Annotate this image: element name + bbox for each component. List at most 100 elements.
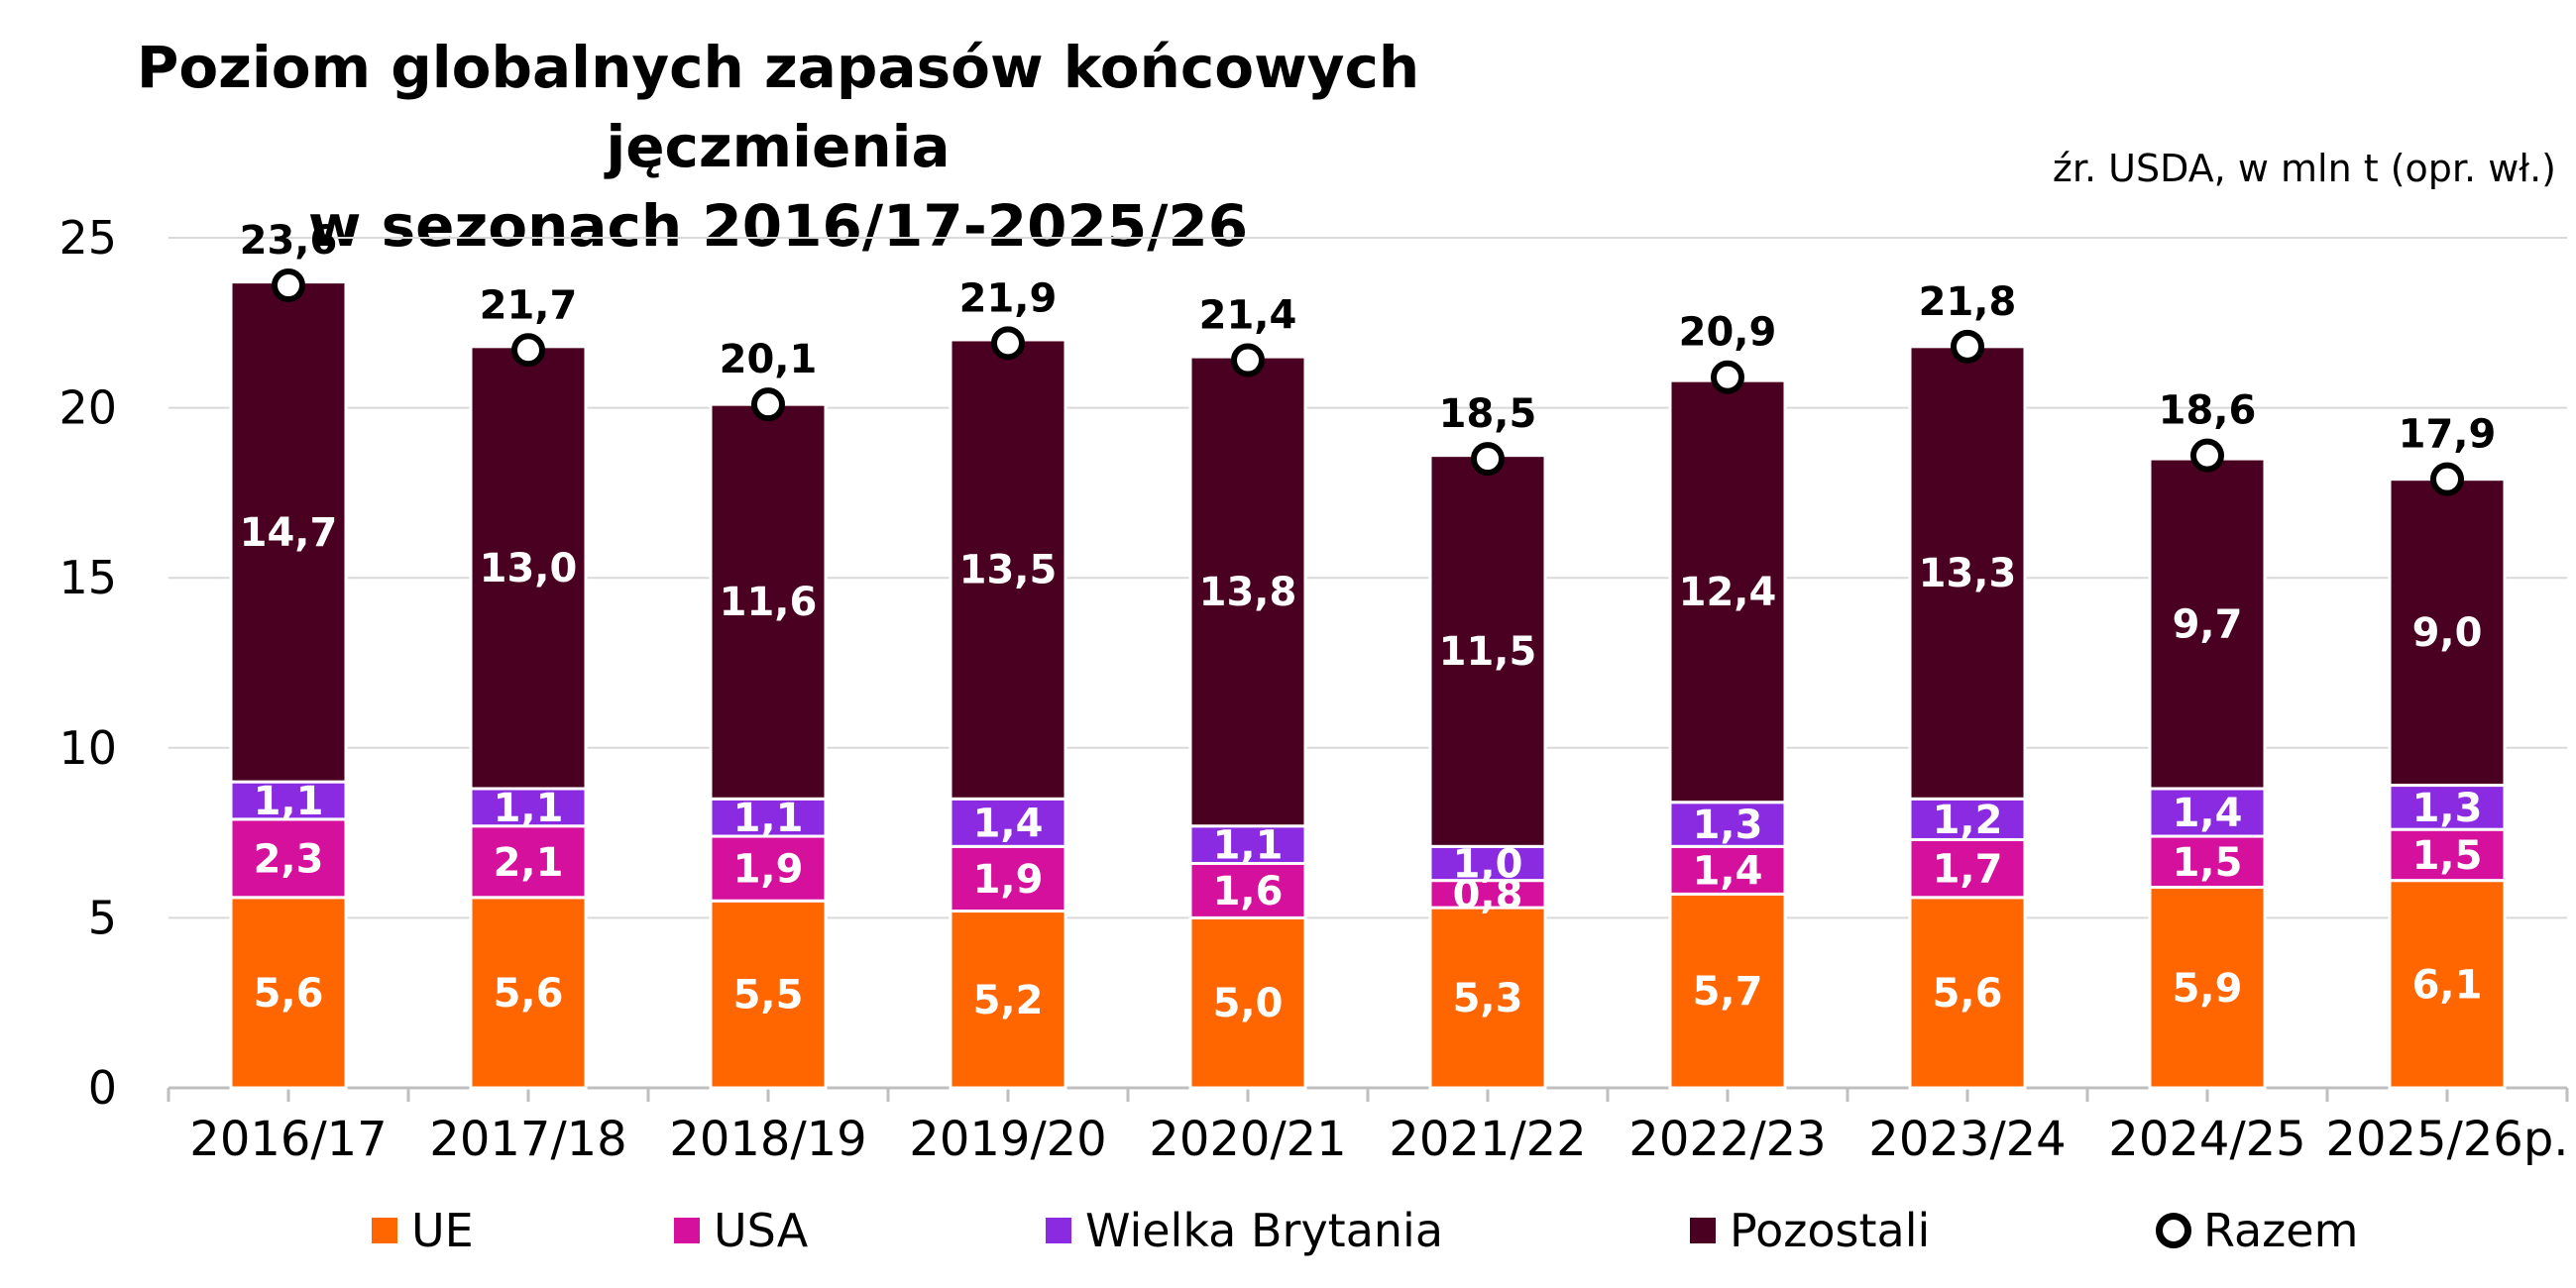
y-tick-label-25: 25: [58, 211, 117, 265]
total-marker-razem: [991, 326, 1025, 361]
data-label-ue: 5,6: [1933, 971, 2003, 1017]
data-label-wielka-brytania: 1,4: [2173, 791, 2243, 836]
total-label-razem: 21,4: [1199, 293, 1297, 339]
legend-swatch-pozostali: [1690, 1218, 1716, 1243]
bar-segment-ue: [709, 899, 828, 1090]
data-label-usa: 1,5: [2412, 833, 2483, 879]
bar-segment-pozostali: [2388, 478, 2507, 788]
data-label-pozostali: 12,4: [1679, 570, 1777, 615]
total-marker-razem: [2190, 438, 2224, 473]
data-label-wielka-brytania: 1,1: [494, 786, 564, 831]
total-label-razem: 20,9: [1679, 310, 1777, 356]
data-label-wielka-brytania: 1,3: [1693, 803, 1763, 848]
bar-segment-pozostali: [1428, 454, 1547, 848]
bar-segment-ue: [2148, 886, 2267, 1090]
total-label-razem: 18,5: [1439, 391, 1537, 437]
x-tick-label: 2024/25: [2108, 1112, 2305, 1167]
chart-legend: UE USA Wielka Brytania Pozostali Razem: [0, 1204, 2576, 1273]
data-label-pozostali: 11,5: [1439, 629, 1537, 675]
bar-segment-ue: [469, 896, 588, 1090]
legend-label-wielka-brytania: Wielka Brytania: [1085, 1204, 1444, 1257]
bar-segment-ue: [2388, 879, 2507, 1090]
x-tick-label: 2016/17: [189, 1112, 387, 1167]
legend-item-wielka-brytania: Wielka Brytania: [1046, 1204, 1443, 1257]
bar-segment-usa: [949, 844, 1067, 913]
data-label-ue: 5,6: [494, 971, 564, 1017]
bar-segment-pozostali: [709, 402, 828, 801]
legend-label-razem: Razem: [2203, 1204, 2359, 1257]
data-label-ue: 5,2: [973, 978, 1044, 1023]
data-label-pozostali: 13,3: [1919, 551, 2017, 596]
bar-segment-wielka-brytania: [1188, 824, 1307, 865]
data-label-ue: 5,9: [2173, 966, 2243, 1012]
data-label-pozostali: 11,6: [720, 580, 818, 625]
chart-source-note: źr. USDA, w mln t (opr. wł.): [2052, 147, 2556, 190]
legend-label-usa: USA: [714, 1204, 809, 1257]
legend-marker-razem: [2156, 1213, 2191, 1248]
x-tick-label: 2018/19: [669, 1112, 866, 1167]
data-label-ue: 6,1: [2412, 962, 2483, 1008]
chart-title-line1: Poziom globalnych zapasów końcowych jęcz…: [136, 34, 1420, 180]
x-tick-label: 2017/18: [429, 1112, 626, 1167]
data-label-usa: 1,9: [733, 847, 804, 893]
stacked-bar-chart: 0 5 10 15 20 25 5,6 2,3 1,1 14,7 23,6 2016/17 5,6 2,1…: [58, 211, 2568, 1167]
legend-label-ue: UE: [411, 1204, 474, 1257]
bar-segment-ue: [1188, 915, 1307, 1090]
bar-segment-ue: [1908, 896, 2027, 1090]
bar-segment-pozostali: [1188, 355, 1307, 828]
bar-segment-usa: [709, 834, 828, 903]
data-label-usa: 1,5: [2173, 840, 2243, 886]
x-tick-label: 2019/20: [909, 1112, 1106, 1167]
bar-segment-pozostali: [229, 280, 348, 784]
total-label-razem: 23,6: [240, 218, 338, 264]
data-label-ue: 5,5: [733, 973, 804, 1019]
total-marker-razem: [751, 387, 785, 422]
data-label-wielka-brytania: 1,1: [254, 779, 324, 824]
bar-segment-pozostali: [1668, 378, 1787, 805]
x-tick-label: 2022/23: [1628, 1112, 1826, 1167]
data-label-usa: 1,4: [1693, 848, 1763, 894]
bar-segment-ue: [1668, 892, 1787, 1090]
data-label-pozostali: 13,0: [480, 546, 578, 591]
x-tick-label: 2025/26p.: [2325, 1112, 2568, 1167]
bar-segment-usa: [1908, 837, 2027, 900]
total-marker-razem: [1951, 329, 1984, 364]
bar-segment-ue: [1428, 906, 1547, 1090]
x-tick-label: 2023/24: [1868, 1112, 2066, 1167]
data-label-pozostali: 9,0: [2412, 610, 2483, 656]
data-label-pozostali: 13,8: [1199, 570, 1297, 615]
total-label-razem: 21,7: [480, 282, 578, 328]
y-tick-label-10: 10: [58, 721, 117, 775]
legend-swatch-usa: [674, 1218, 700, 1243]
data-label-pozostali: 9,7: [2173, 602, 2243, 648]
bar-segment-usa: [229, 817, 348, 900]
data-label-wielka-brytania: 1,0: [1453, 841, 1523, 887]
total-marker-razem: [511, 333, 545, 368]
chart-title-line2: w sezonach 2016/17-2025/26: [307, 192, 1249, 260]
total-marker-razem: [1231, 343, 1265, 377]
total-label-razem: 18,6: [2159, 388, 2257, 434]
data-label-usa: 1,9: [973, 857, 1044, 903]
data-label-ue: 5,0: [1213, 981, 1284, 1026]
y-tick-label-15: 15: [58, 551, 117, 604]
data-label-wielka-brytania: 1,1: [1213, 823, 1284, 869]
total-marker-razem: [1711, 360, 1744, 394]
legend-item-usa: USA: [674, 1204, 808, 1257]
total-marker-razem: [2430, 462, 2464, 496]
chart-title: Poziom globalnych zapasów końcowych jęcz…: [0, 28, 1556, 266]
total-marker-razem: [272, 268, 305, 303]
data-label-usa: 2,1: [494, 840, 564, 886]
legend-item-pozostali: Pozostali: [1690, 1204, 1930, 1257]
data-label-usa: 2,3: [254, 836, 324, 882]
bar-segment-pozostali: [2148, 457, 2267, 791]
data-label-wielka-brytania: 1,3: [2412, 786, 2483, 831]
legend-item-ue: UE: [372, 1204, 474, 1257]
data-label-ue: 5,7: [1693, 969, 1763, 1015]
data-label-pozostali: 14,7: [240, 510, 338, 556]
total-label-razem: 17,9: [2399, 412, 2497, 458]
bar-segment-wielka-brytania: [469, 787, 588, 828]
total-label-razem: 20,1: [720, 337, 818, 382]
data-label-usa: 1,7: [1933, 847, 2003, 893]
data-label-wielka-brytania: 1,1: [733, 796, 804, 841]
bar-segment-wielka-brytania: [2388, 784, 2507, 831]
